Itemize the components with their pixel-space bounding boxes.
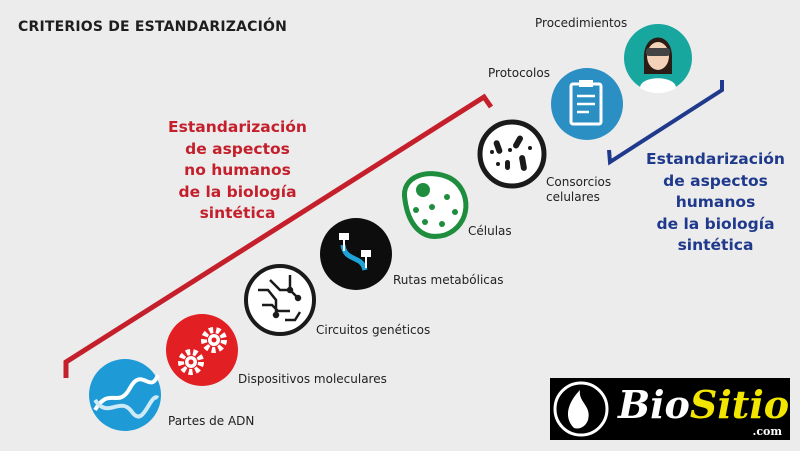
dna-icon [89, 359, 161, 431]
blue-bracket [607, 80, 724, 166]
logo-text: BioSitio [618, 382, 789, 427]
logo-text-sitio: Sitio [689, 382, 790, 427]
label-line: Estandarización [168, 118, 307, 136]
step-label-cells: Células [468, 224, 512, 238]
flame-logo-icon [553, 381, 609, 437]
diagram-title: CRITERIOS DE ESTANDARIZACIÓN [18, 19, 288, 35]
gears-icon [166, 314, 238, 386]
circuit-icon [244, 264, 316, 336]
human-standardization-label: Estandarización de aspectos humanos de l… [618, 149, 800, 257]
step-label-protocols: Protocolos [488, 66, 550, 80]
step-label-molecular-devices: Dispositivos moleculares [238, 372, 387, 386]
label-line: humanos [675, 193, 756, 211]
step-label-cell-consortia: Consorcios celulares [546, 175, 611, 205]
step-label-dna-parts: Partes de ADN [168, 414, 255, 428]
scientist-icon [624, 24, 692, 94]
step-label-procedures: Procedimientos [535, 16, 628, 30]
label-line: de la biología [656, 214, 775, 233]
label-line: no humanos [184, 161, 291, 179]
label-line: Consorcios [546, 175, 612, 189]
red-bracket [63, 93, 494, 378]
label-line: sintética [199, 204, 276, 222]
logo-suffix: .com [752, 425, 782, 438]
logo-text-bio: Bio [618, 382, 690, 427]
step-label-metabolic-pathways: Rutas metabólicas [393, 273, 504, 287]
label-line: celulares [546, 190, 600, 204]
label-line: sintética [677, 236, 754, 254]
pathway-icon [320, 218, 392, 290]
clipboard-icon [551, 68, 623, 140]
non-human-standardization-label: Estandarización de aspectos no humanos d… [140, 117, 335, 225]
label-line: Estandarización [646, 150, 785, 168]
label-line: de aspectos [185, 139, 290, 158]
biositio-logo: BioSitio .com [550, 378, 790, 440]
cell-icon [402, 171, 469, 239]
label-line: de la biología [178, 182, 297, 201]
bacteria-icon [477, 119, 547, 189]
label-line: de aspectos [663, 171, 768, 190]
step-label-genetic-circuits: Circuitos genéticos [316, 323, 431, 337]
